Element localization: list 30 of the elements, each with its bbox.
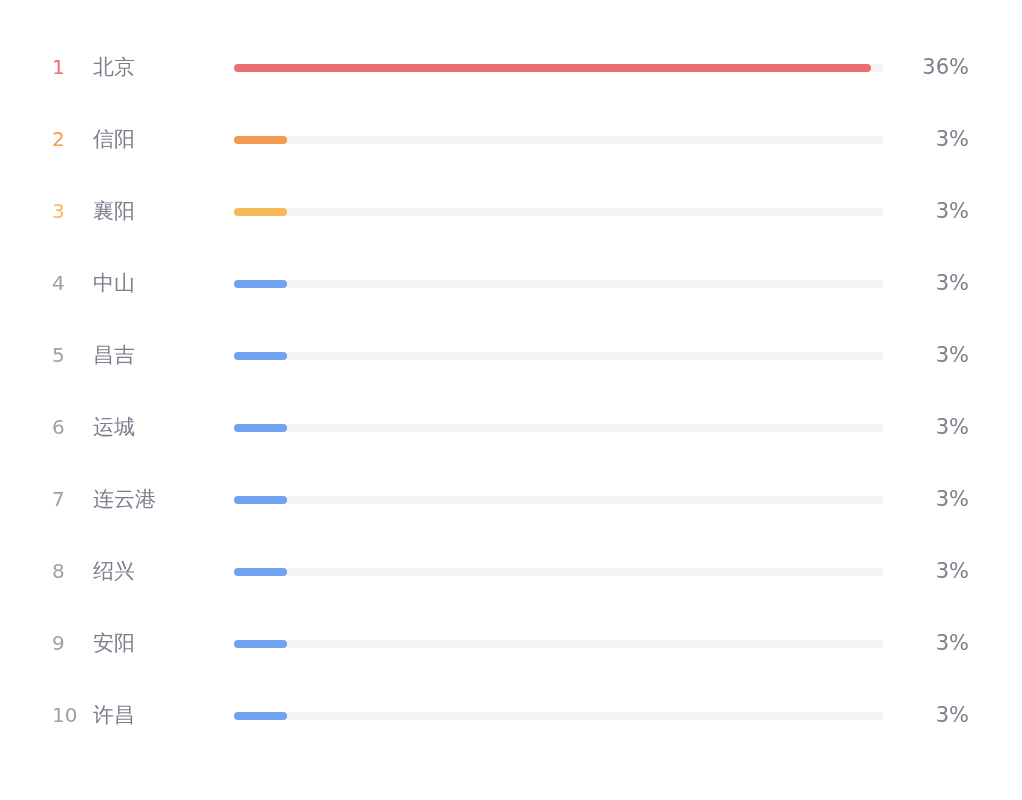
data-label: 3% — [935, 127, 969, 151]
data-label: 3% — [935, 631, 969, 655]
text: 6 — [52, 415, 65, 439]
y-tick-label: 襄阳 — [93, 199, 135, 223]
data-label: 3% — [935, 487, 969, 511]
data-label: 36% — [922, 55, 969, 79]
data-label: 3% — [935, 703, 969, 727]
text: 8 — [52, 559, 65, 583]
y-tick-label: 中山 — [93, 271, 135, 295]
y-tick-label: 信阳 — [93, 127, 135, 151]
text: 3 — [52, 199, 65, 223]
y-tick-label: 昌吉 — [93, 343, 135, 367]
text: 4 — [52, 271, 65, 295]
y-tick-label: 北京 — [93, 55, 135, 79]
data-label: 3% — [935, 343, 969, 367]
text: 9 — [52, 631, 65, 655]
text: 1 — [52, 55, 65, 79]
y-tick-label: 运城 — [93, 415, 135, 439]
y-tick-label: 绍兴 — [93, 559, 135, 583]
y-tick-label: 安阳 — [93, 631, 135, 655]
data-label: 3% — [935, 559, 969, 583]
data-label: 3% — [935, 199, 969, 223]
data-label: 3% — [935, 271, 969, 295]
text: 10 — [52, 703, 78, 727]
text: 2 — [52, 127, 65, 151]
y-tick-label: 连云港 — [93, 487, 156, 511]
data-label: 3% — [935, 415, 969, 439]
text: 7 — [52, 487, 65, 511]
text: 5 — [52, 343, 65, 367]
y-tick-label: 许昌 — [93, 703, 135, 727]
